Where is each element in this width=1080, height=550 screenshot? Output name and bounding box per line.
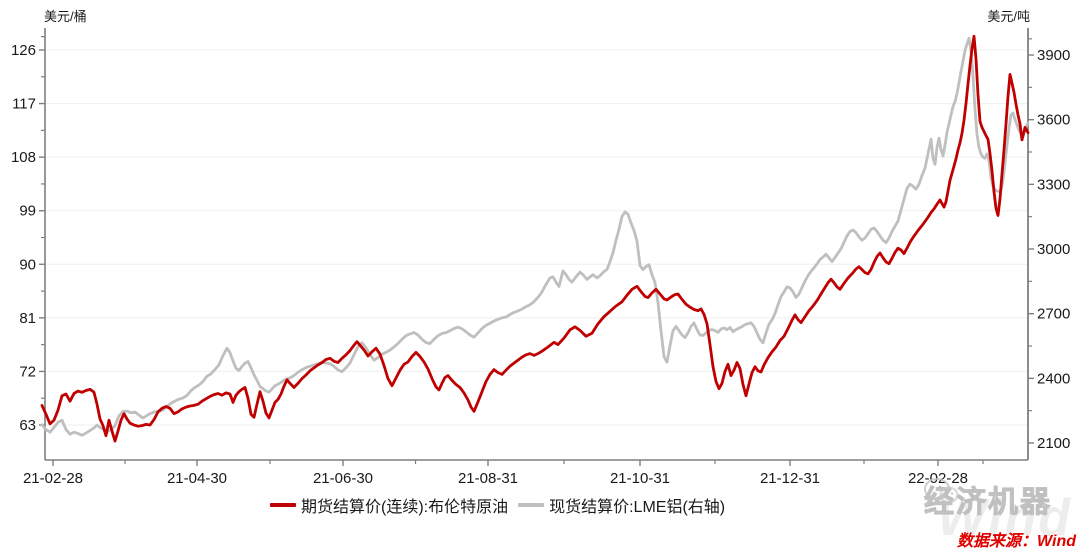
x-axis-tick-label: 21-08-31 — [458, 470, 518, 487]
brent-line-swatch — [270, 503, 296, 507]
right-axis-tick-label: 3300 — [1037, 176, 1070, 193]
legend: 期货结算价(连续):布伦特原油 现货结算价:LME铝(右轴) — [270, 493, 725, 517]
left-axis-tick-label: 90 — [19, 256, 36, 273]
right-axis-tick-label: 2700 — [1037, 306, 1070, 323]
brand-watermark: 经济机器 — [924, 477, 1052, 521]
x-axis-tick-label: 21-02-28 — [23, 470, 83, 487]
left-axis-unit-label: 美元/桶 — [44, 9, 87, 24]
left-axis-tick-label: 126 — [11, 42, 36, 59]
wechat-icon — [924, 478, 958, 505]
right-axis-tick-label: 2400 — [1037, 370, 1070, 387]
left-axis-tick-label: 81 — [19, 310, 36, 327]
left-axis-tick-label: 63 — [19, 417, 36, 434]
axis-tick-labels: 126 117 108 99 90 81 72 63 3900 3600 3300 3000 2700 2… — [11, 42, 1070, 487]
data-source-note: 数据来源：Wind — [957, 533, 1076, 550]
legend-item-brent: 期货结算价(连续):布伦特原油 — [270, 493, 508, 517]
series-lines — [40, 34, 1030, 443]
right-axis-tick-label: 3900 — [1037, 47, 1070, 64]
left-axis-tick-label: 108 — [11, 149, 36, 166]
right-axis-unit-label: 美元/吨 — [987, 9, 1030, 24]
left-axis-tick-label: 99 — [19, 203, 36, 220]
x-axis-tick-label: 21-06-30 — [313, 470, 373, 487]
brent-crude-line — [40, 34, 1030, 443]
right-axis-tick-label: 3600 — [1037, 112, 1070, 129]
gridlines — [45, 49, 1028, 426]
x-axis-tick-label: 21-10-31 — [610, 470, 670, 487]
right-axis-tick-label: 3000 — [1037, 241, 1070, 258]
left-axis-tick-label: 117 — [12, 96, 36, 113]
x-axis-tick-label: 21-04-30 — [167, 470, 227, 487]
legend-item-lme-aluminum: 现货结算价:LME铝(右轴) — [518, 493, 725, 517]
axis-ticks — [39, 36, 1034, 466]
x-axis-tick-label: 21-12-31 — [760, 470, 820, 487]
lme-aluminum-line — [40, 36, 1030, 437]
axes — [44, 28, 1029, 461]
legend-label-lme-aluminum: 现货结算价:LME铝(右轴) — [549, 499, 726, 516]
left-axis-tick-label: 72 — [19, 363, 36, 380]
right-axis-tick-label: 2100 — [1037, 435, 1070, 452]
lme-aluminum-line-swatch — [518, 503, 545, 507]
legend-label-brent: 期货结算价(连续):布伦特原油 — [301, 499, 509, 516]
